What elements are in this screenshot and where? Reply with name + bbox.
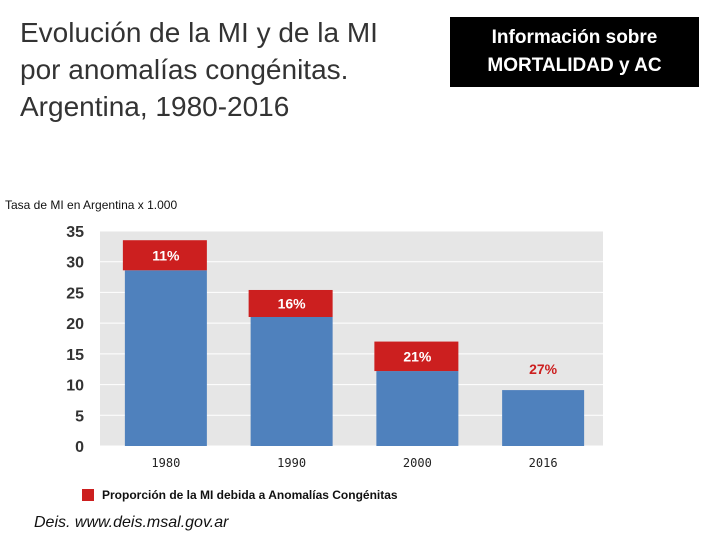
data-label: 27% bbox=[529, 361, 558, 377]
source-note: Deis. www.deis.msal.gov.ar bbox=[34, 514, 229, 531]
x-tick-label: 1980 bbox=[151, 456, 180, 470]
legend-label: Proporción de la MI debida a Anomalías C… bbox=[102, 488, 398, 502]
y-tick-label: 10 bbox=[66, 378, 84, 395]
bar-total-mi bbox=[124, 270, 207, 446]
data-label: 11% bbox=[152, 247, 180, 263]
bar-total-mi bbox=[376, 371, 459, 446]
y-tick-label: 5 bbox=[75, 408, 84, 425]
info-box: Información sobre MORTALIDAD y AC bbox=[450, 17, 699, 87]
bar-total-mi bbox=[250, 317, 333, 446]
bar-total-mi bbox=[502, 390, 585, 446]
slide-title: Evolución de la MI y de la MI por anomal… bbox=[20, 17, 378, 122]
x-tick-label: 2000 bbox=[403, 456, 432, 470]
bar-congenital bbox=[374, 341, 459, 372]
y-tick-label: 25 bbox=[66, 285, 84, 302]
legend: Proporción de la MI debida a Anomalías C… bbox=[82, 488, 398, 502]
legend-swatch-congenital bbox=[82, 489, 94, 501]
y-tick-label: 35 bbox=[66, 224, 84, 241]
data-label: 21% bbox=[403, 348, 432, 364]
x-tick-label: 2016 bbox=[529, 456, 558, 470]
y-tick-label: 20 bbox=[66, 316, 84, 333]
y-tick-label: 0 bbox=[75, 439, 84, 456]
y-tick-label: 30 bbox=[66, 255, 84, 272]
info-box-line1: Información sobre bbox=[491, 27, 658, 48]
bar-chart: 0 5 10 15 20 25 30 35 11% 1980 16% 1990 21% 2000 27% 20… bbox=[66, 224, 603, 470]
y-axis-label: Tasa de MI en Argentina x 1.000 bbox=[5, 198, 178, 212]
x-tick-label: 1990 bbox=[277, 456, 306, 470]
data-label: 16% bbox=[278, 295, 307, 311]
info-box-line2: MORTALIDAD y AC bbox=[487, 55, 662, 76]
bar-congenital bbox=[122, 240, 207, 271]
bar-congenital bbox=[248, 289, 333, 317]
y-tick-label: 15 bbox=[66, 347, 84, 364]
